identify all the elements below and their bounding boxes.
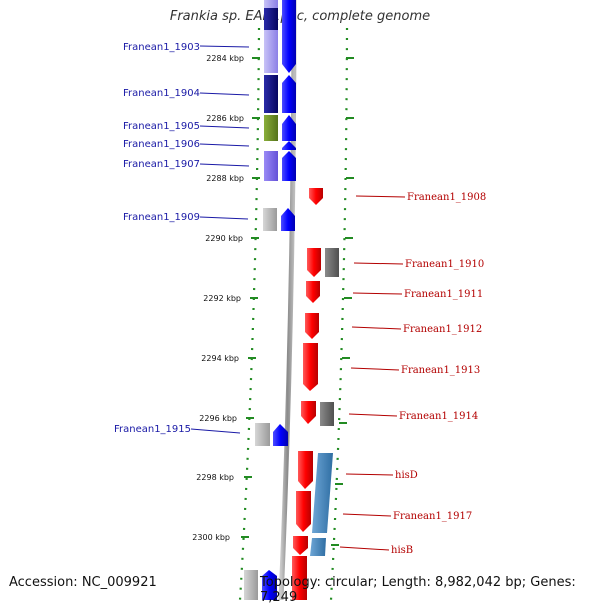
gene-arrow[interactable] [281,208,295,231]
gene-arrow[interactable] [306,281,320,303]
ruler-left [238,27,261,600]
ruler-right [329,27,349,600]
gene-arrow[interactable] [273,424,288,446]
gene-label[interactable]: Franean1_1911 [404,289,483,300]
cog-block[interactable] [264,151,278,181]
cog-block[interactable] [264,115,278,141]
forward-cog-blocks [244,0,278,600]
gene-label[interactable]: Franean1_1906 [123,139,200,150]
gene-arrow[interactable] [282,151,296,181]
cog-block[interactable] [244,570,258,600]
tick-label: 2294 kbp [201,354,239,363]
gene-label[interactable]: Franean1_1907 [123,159,200,170]
cog-block[interactable] [264,0,278,8]
cog-block[interactable] [264,30,278,73]
map-title: Frankia sp. EAN1pec, complete genome [169,9,431,24]
gene-label[interactable]: Franean1_1909 [123,212,200,223]
forward-strand-genes [262,0,296,600]
cog-block[interactable] [310,538,326,556]
gene-label[interactable]: Franean1_1910 [405,259,484,270]
gene-label[interactable]: Franean1_1917 [393,511,472,522]
ruler-major-ticks [241,57,354,546]
cog-block[interactable] [264,75,278,113]
gene-arrow[interactable] [282,0,296,73]
tick-label: 2286 kbp [206,114,244,123]
forward-gene-labels: Franean1_1903 Franean1_1904 Franean1_190… [114,42,200,435]
cog-block[interactable] [320,402,334,426]
gene-label[interactable]: Franean1_1905 [123,121,200,132]
gene-label[interactable]: hisB [391,545,413,556]
gene-label[interactable]: Franean1_1903 [123,42,200,53]
gene-arrow[interactable] [262,570,277,600]
tick-label: 2300 kbp [192,533,230,542]
cog-block[interactable] [255,423,270,446]
gene-label[interactable]: Franean1_1913 [401,365,480,376]
gene-arrow[interactable] [296,491,311,532]
gene-label[interactable]: Franean1_1904 [123,88,200,99]
cog-block[interactable] [263,208,277,231]
gene-label[interactable]: Franean1_1908 [407,192,486,203]
gene-label[interactable]: Franean1_1915 [114,424,191,435]
reverse-label-connectors [339,195,406,551]
tick-label: 2290 kbp [205,234,243,243]
tick-label: 2296 kbp [199,414,237,423]
gene-arrow[interactable] [303,343,318,391]
tick-label: 2288 kbp [206,174,244,183]
tick-label: 2298 kbp [196,473,234,482]
gene-arrow[interactable] [305,313,319,339]
gene-arrow[interactable] [301,401,316,424]
gene-label[interactable]: Franean1_1912 [403,324,482,335]
gene-arrow[interactable] [282,75,296,113]
genome-summary-text: Topology: circular; Length: 8,982,042 bp… [260,575,576,605]
gene-arrow[interactable] [292,556,307,600]
reverse-cog-blocks [310,248,339,556]
gene-label[interactable]: hisD [395,470,418,481]
reverse-strand-genes [292,188,323,600]
gene-arrow[interactable] [293,536,308,555]
cog-block[interactable] [312,453,333,533]
cog-block[interactable] [325,248,339,277]
gene-arrow[interactable] [298,451,313,489]
gene-arrow[interactable] [307,248,321,277]
gene-label[interactable]: Franean1_1914 [399,411,478,422]
ruler-labels: 2284 kbp 2286 kbp 2288 kbp 2290 kbp 2292… [192,54,244,542]
forward-label-connectors [190,45,250,434]
gene-arrow[interactable] [282,115,296,141]
gene-arrow[interactable] [282,141,296,150]
tick-label: 2292 kbp [203,294,241,303]
tick-label: 2284 kbp [206,54,244,63]
cog-block[interactable] [264,8,278,30]
gene-arrow[interactable] [309,188,323,205]
accession-text: Accession: NC_009921 [9,575,157,590]
reverse-gene-labels: Franean1_1908 Franean1_1910 Franean1_191… [391,192,486,556]
